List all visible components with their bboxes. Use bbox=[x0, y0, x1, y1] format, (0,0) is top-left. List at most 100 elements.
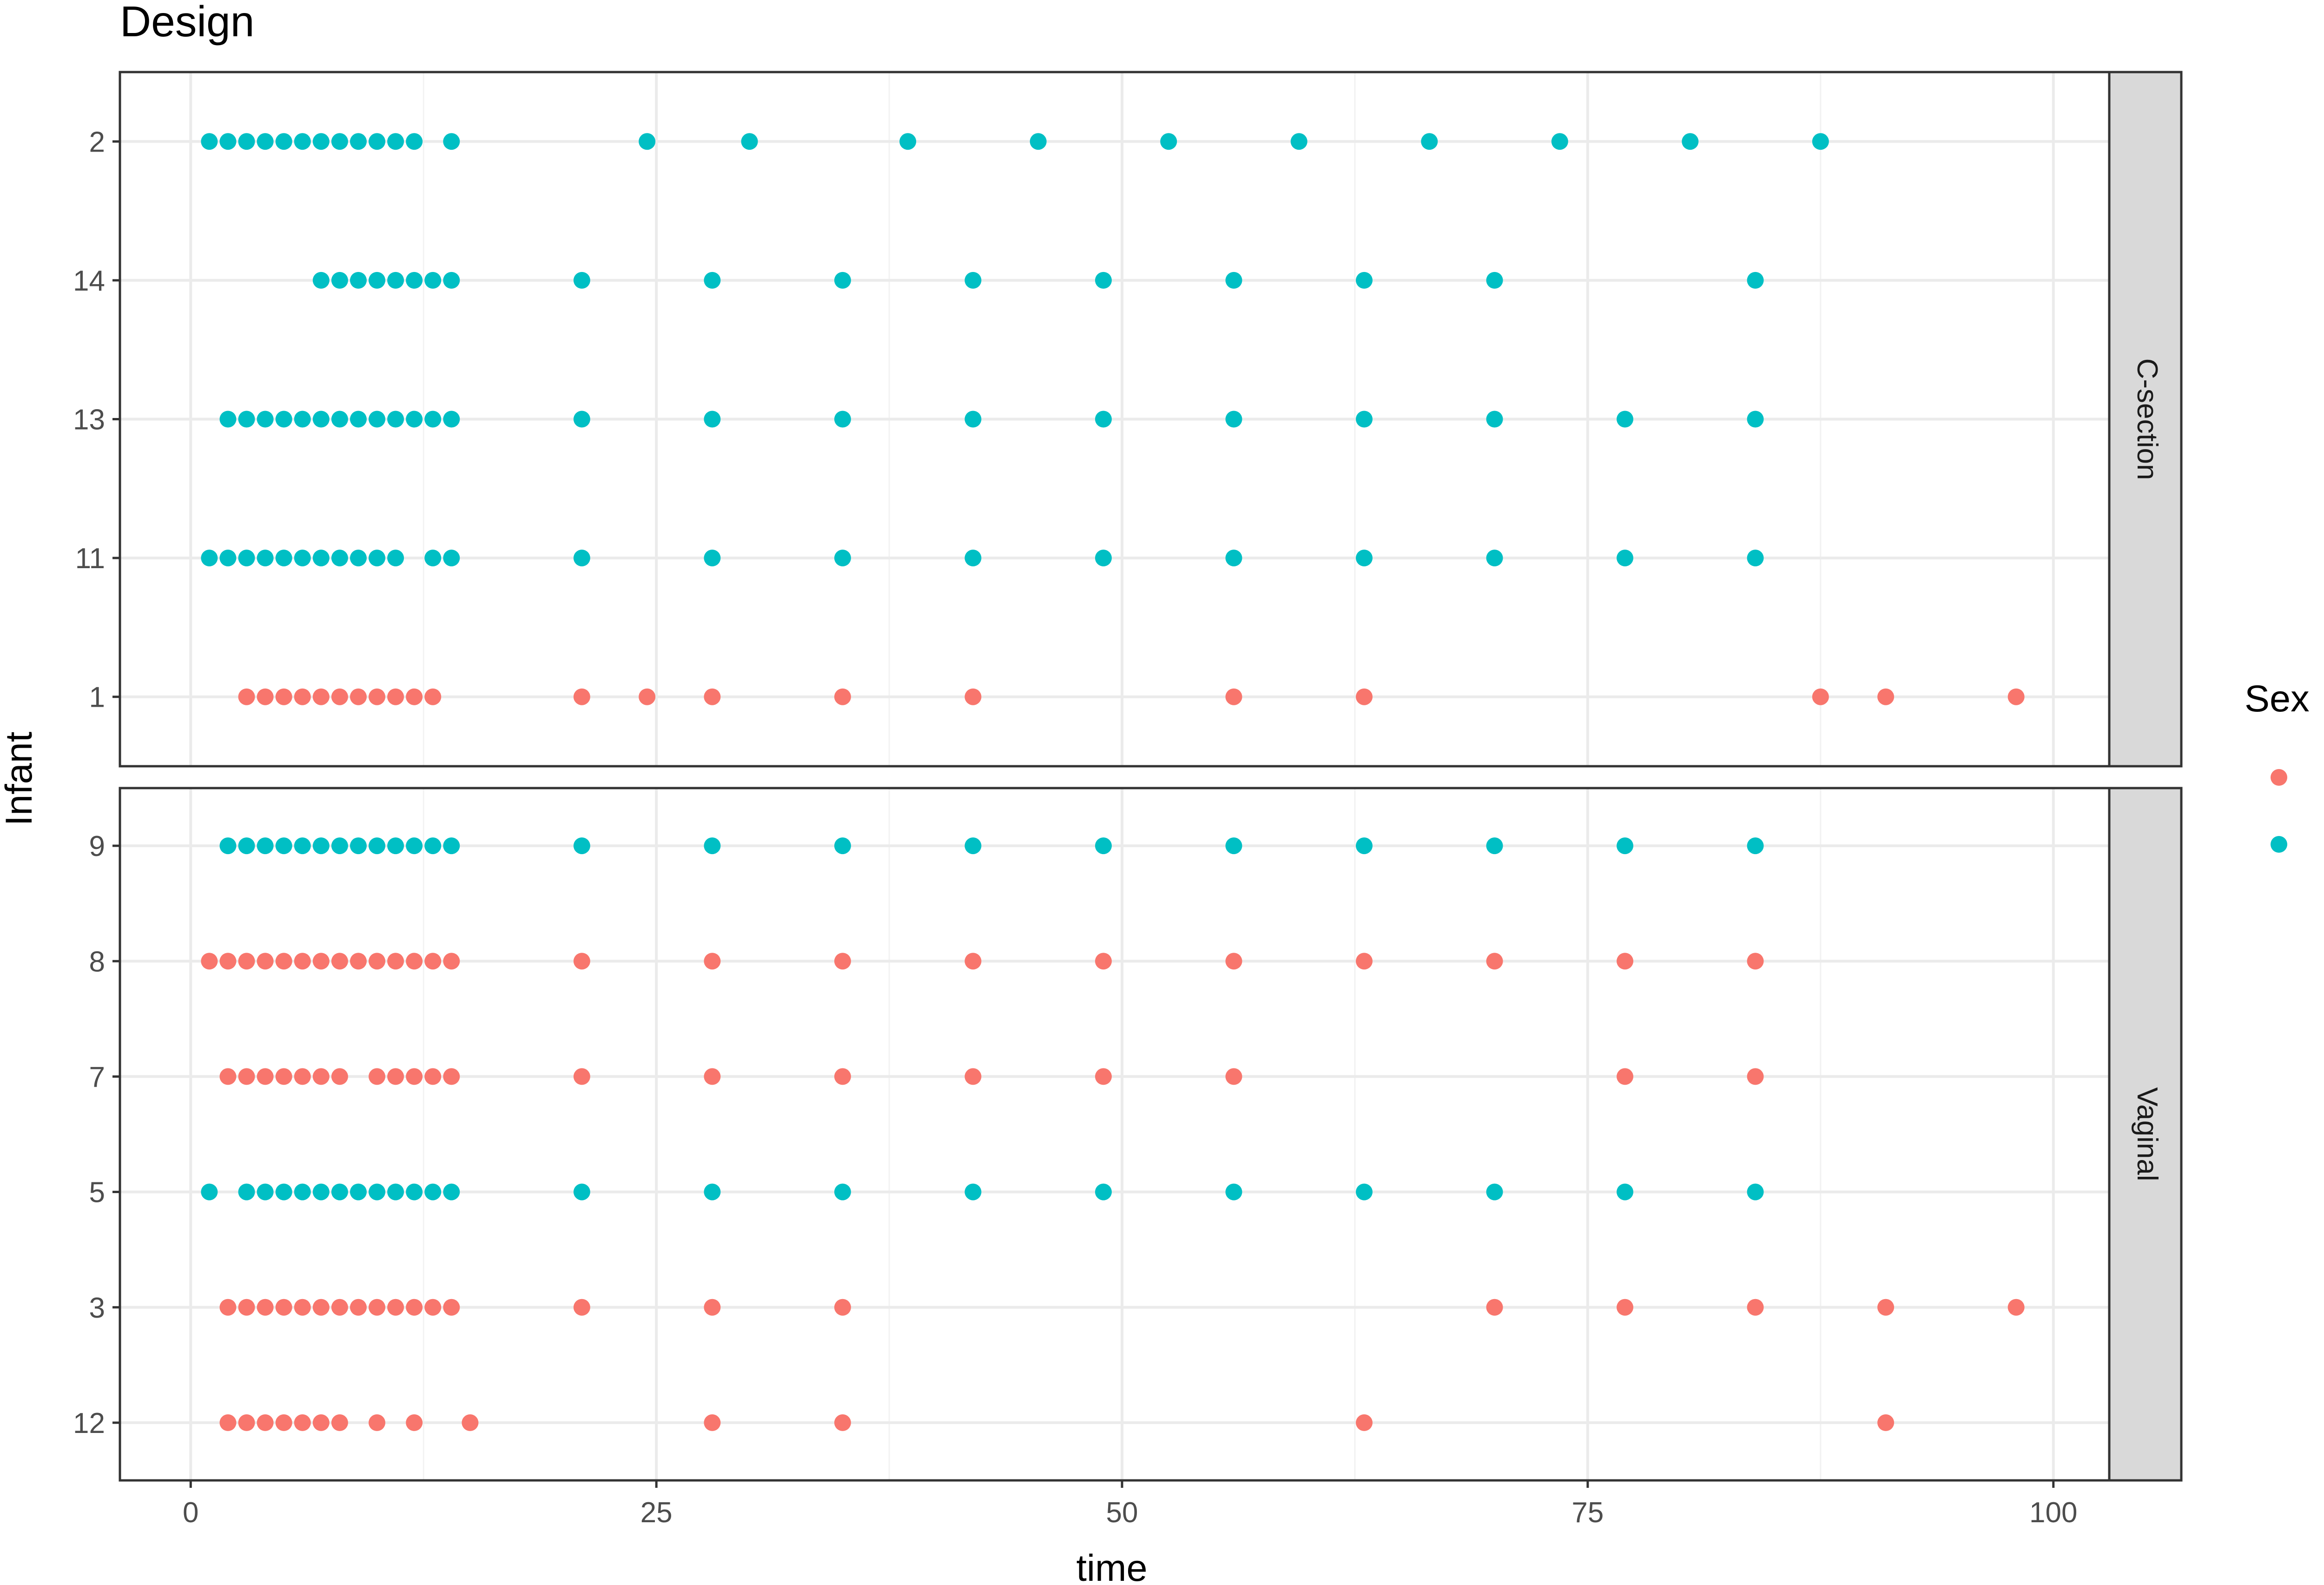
data-point bbox=[350, 688, 367, 705]
data-point bbox=[257, 953, 274, 970]
data-point bbox=[1095, 411, 1112, 428]
data-point bbox=[257, 411, 274, 428]
facet-strip bbox=[2108, 71, 2183, 768]
data-point bbox=[387, 411, 404, 428]
data-point bbox=[312, 550, 330, 567]
data-point bbox=[331, 953, 348, 970]
data-point bbox=[406, 1068, 423, 1085]
data-point bbox=[573, 688, 590, 705]
data-point bbox=[704, 411, 721, 428]
data-point bbox=[462, 1414, 479, 1431]
legend-key-m bbox=[2271, 836, 2287, 853]
x-tick-label: 0 bbox=[183, 1497, 198, 1529]
data-point bbox=[369, 1068, 386, 1085]
data-point bbox=[312, 1299, 330, 1316]
data-point bbox=[1030, 133, 1047, 150]
data-point bbox=[350, 1299, 367, 1316]
data-point bbox=[275, 550, 292, 567]
data-point bbox=[387, 837, 404, 855]
legend: Sex FM bbox=[2245, 678, 2310, 853]
facet-strip-label: C-section bbox=[2131, 358, 2163, 480]
data-point bbox=[834, 1183, 851, 1200]
data-point bbox=[2007, 1299, 2025, 1316]
data-point bbox=[424, 837, 442, 855]
data-point bbox=[350, 550, 367, 567]
data-point bbox=[704, 550, 721, 567]
data-point bbox=[1356, 1183, 1373, 1200]
chart-title: Design bbox=[120, 0, 255, 46]
data-point bbox=[406, 837, 423, 855]
panel-vaginal: 9 8 7 5 3 12 Vaginal bbox=[73, 787, 2183, 1482]
data-point bbox=[1486, 953, 1503, 970]
data-point bbox=[1225, 1183, 1242, 1200]
data-point bbox=[312, 837, 330, 855]
y-tick-label: 9 bbox=[89, 830, 105, 862]
data-point bbox=[275, 1299, 292, 1316]
data-point bbox=[201, 550, 218, 567]
data-point bbox=[424, 272, 442, 289]
y-tick-label: 1 bbox=[89, 682, 105, 714]
data-point bbox=[257, 1183, 274, 1200]
data-point bbox=[1747, 1299, 1764, 1316]
y-tick-label: 2 bbox=[89, 126, 105, 158]
data-point bbox=[424, 411, 442, 428]
data-point bbox=[387, 550, 404, 567]
legend-title: Sex bbox=[2245, 678, 2310, 720]
data-point bbox=[834, 688, 851, 705]
data-point bbox=[1617, 1183, 1634, 1200]
data-point bbox=[350, 133, 367, 150]
data-point bbox=[257, 688, 274, 705]
data-point bbox=[573, 411, 590, 428]
data-point bbox=[294, 837, 311, 855]
x-tick-label: 25 bbox=[640, 1497, 673, 1529]
data-point bbox=[1617, 550, 1634, 567]
data-point bbox=[1486, 550, 1503, 567]
data-point bbox=[964, 272, 982, 289]
data-point bbox=[2007, 688, 2025, 705]
data-point bbox=[406, 1183, 423, 1200]
data-point bbox=[294, 1414, 311, 1431]
data-point bbox=[406, 272, 423, 289]
data-point bbox=[639, 133, 656, 150]
data-point bbox=[443, 1183, 460, 1200]
data-point bbox=[294, 953, 311, 970]
data-point bbox=[219, 133, 237, 150]
data-point bbox=[1356, 837, 1373, 855]
data-point bbox=[294, 411, 311, 428]
data-point bbox=[406, 688, 423, 705]
data-point bbox=[312, 1183, 330, 1200]
data-point bbox=[704, 1068, 721, 1085]
data-point bbox=[1486, 411, 1503, 428]
data-point bbox=[834, 411, 851, 428]
data-point bbox=[369, 133, 386, 150]
data-point bbox=[1356, 550, 1373, 567]
data-point bbox=[387, 1068, 404, 1085]
data-point bbox=[312, 133, 330, 150]
data-point bbox=[573, 550, 590, 567]
data-point bbox=[443, 953, 460, 970]
data-point bbox=[741, 133, 758, 150]
data-point bbox=[1747, 411, 1764, 428]
data-point bbox=[704, 688, 721, 705]
data-point bbox=[369, 1299, 386, 1316]
data-point bbox=[424, 1183, 442, 1200]
data-point bbox=[369, 272, 386, 289]
data-point bbox=[1225, 272, 1242, 289]
data-point bbox=[573, 1183, 590, 1200]
data-point bbox=[369, 837, 386, 855]
data-point bbox=[834, 1299, 851, 1316]
data-point bbox=[331, 272, 348, 289]
data-point bbox=[834, 550, 851, 567]
data-point bbox=[275, 1068, 292, 1085]
x-tick-label: 75 bbox=[1571, 1497, 1604, 1529]
data-point bbox=[257, 837, 274, 855]
data-point bbox=[219, 1414, 237, 1431]
data-point bbox=[424, 1068, 442, 1085]
y-tick-label: 12 bbox=[73, 1407, 105, 1439]
data-point bbox=[312, 953, 330, 970]
data-point bbox=[312, 1068, 330, 1085]
data-point bbox=[406, 133, 423, 150]
data-point bbox=[1486, 1299, 1503, 1316]
facet-strip-label: Vaginal bbox=[2131, 1087, 2163, 1181]
